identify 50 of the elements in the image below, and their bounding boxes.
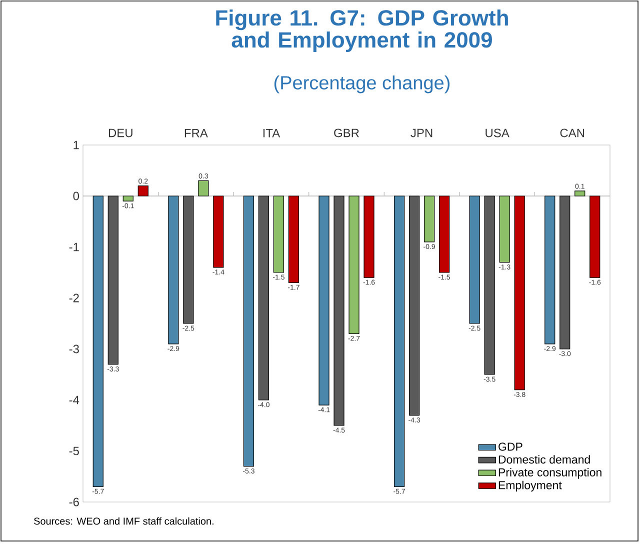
bar bbox=[138, 185, 148, 196]
bar bbox=[92, 196, 104, 487]
y-tick-label: 1 bbox=[74, 140, 79, 150]
bar bbox=[499, 196, 510, 263]
bar bbox=[108, 196, 118, 365]
x-tick-label: ITA bbox=[263, 128, 280, 138]
bar bbox=[258, 196, 270, 400]
bar bbox=[514, 196, 525, 390]
bar bbox=[318, 196, 330, 406]
bar bbox=[438, 196, 450, 273]
y-tick-label: -5 bbox=[69, 446, 79, 456]
bar bbox=[213, 196, 224, 268]
y-tick-label: -6 bbox=[69, 498, 79, 506]
bar bbox=[198, 180, 209, 196]
bar bbox=[364, 196, 374, 278]
x-tick-label: DEU bbox=[108, 128, 132, 138]
bar bbox=[544, 196, 556, 344]
source-note: Sources: WEO and IMF staff calculation. bbox=[34, 517, 214, 525]
bar bbox=[334, 196, 344, 426]
bar bbox=[484, 196, 495, 375]
bar bbox=[243, 196, 254, 467]
bar bbox=[288, 196, 300, 283]
x-tick-label: FRA bbox=[184, 128, 208, 138]
bar bbox=[560, 196, 570, 350]
bar bbox=[183, 196, 194, 324]
bar bbox=[424, 196, 435, 242]
bar bbox=[469, 196, 480, 324]
legend-label: Private consumption bbox=[498, 468, 602, 479]
chart-subtitle: (Percentage change) bbox=[274, 76, 450, 94]
bar bbox=[273, 196, 284, 273]
y-tick-label: 0 bbox=[73, 192, 80, 200]
bar bbox=[122, 196, 134, 202]
y-tick-label: -1 bbox=[69, 242, 79, 252]
bar bbox=[168, 196, 179, 344]
bar bbox=[348, 196, 360, 334]
bar bbox=[394, 196, 405, 487]
legend-label: Employment bbox=[498, 480, 562, 492]
bar bbox=[590, 196, 600, 278]
x-tick-label: USA bbox=[486, 128, 510, 138]
x-tick-label: GBR bbox=[334, 128, 359, 138]
y-tick-label: -2 bbox=[69, 294, 79, 302]
y-tick-label: -3 bbox=[69, 344, 79, 354]
chart-title: Figure 11. G7: GDP Growth and Employment in 2009 bbox=[216, 10, 508, 52]
legend-label: GDP bbox=[498, 442, 522, 451]
x-tick-label: JPN bbox=[410, 128, 432, 138]
x-tick-label: CAN bbox=[560, 128, 584, 138]
y-tick-label: -4 bbox=[69, 396, 80, 404]
legend-label: Domestic demand bbox=[498, 455, 590, 464]
bar bbox=[574, 190, 586, 196]
bar bbox=[408, 196, 420, 416]
